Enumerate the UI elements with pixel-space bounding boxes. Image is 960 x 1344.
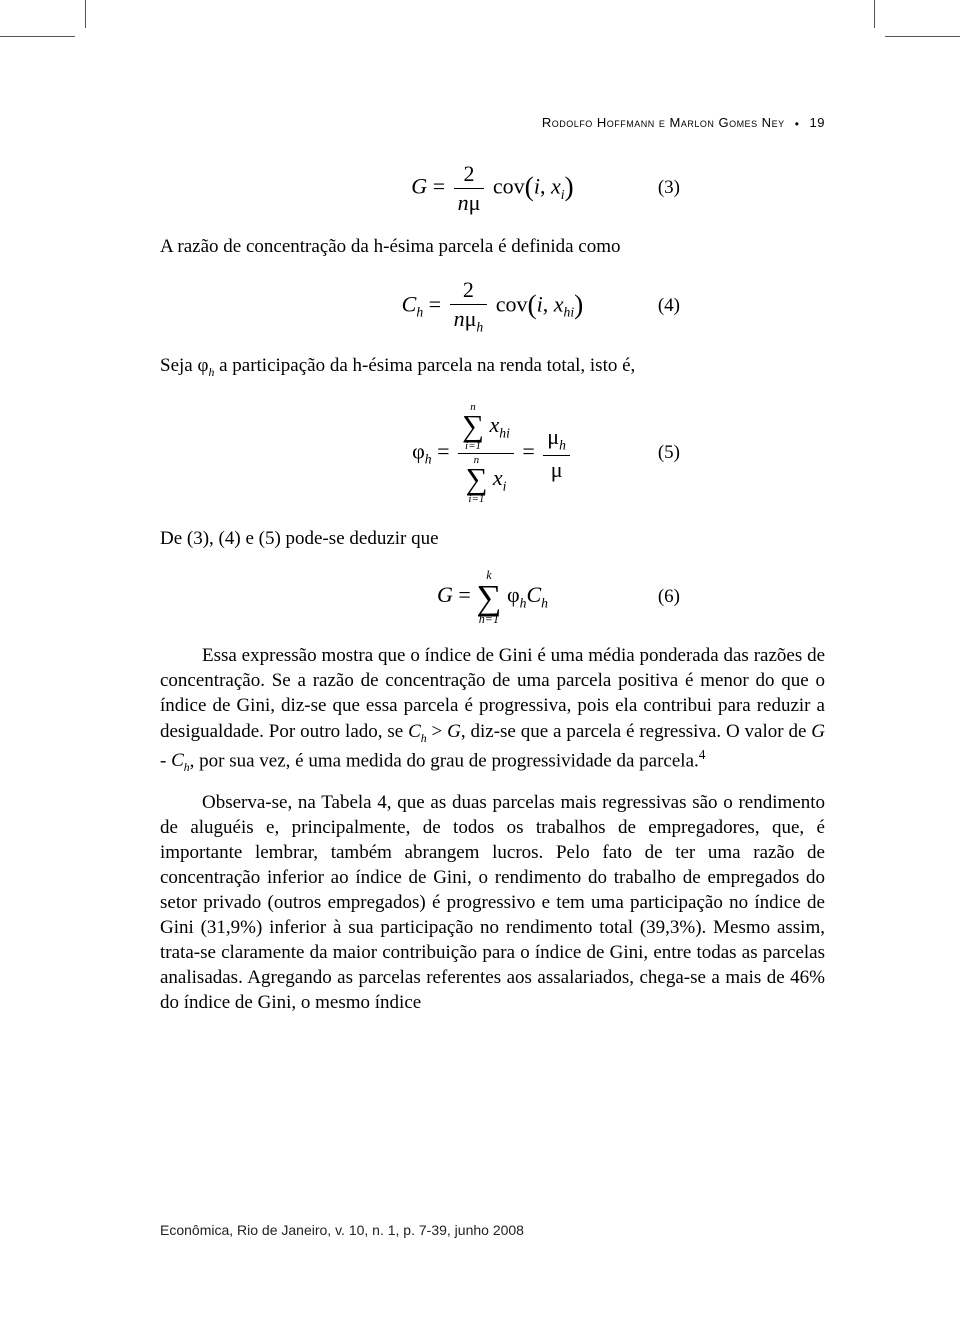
text-span: Seja	[160, 355, 197, 376]
paragraph: Essa expressão mostra que o índice de Gi…	[160, 643, 825, 775]
paragraph: De (3), (4) e (5) pode-se deduzir que	[160, 526, 825, 551]
equation-number: (4)	[658, 295, 680, 317]
text-span: a participação da h-ésima parcela na ren…	[214, 355, 635, 376]
crop-mark	[85, 0, 86, 28]
header-separator: •	[795, 117, 800, 131]
equation-number: (6)	[658, 586, 680, 608]
running-header: Rodolfo Hoffmann e Marlon Gomes Ney • 19	[160, 115, 825, 131]
page-footer: Econômica, Rio de Janeiro, v. 10, n. 1, …	[160, 1222, 524, 1238]
equation-4: Ch = 2nμh cov(i, xhi) (4)	[160, 277, 825, 335]
crop-mark	[874, 0, 875, 28]
equation-5: φh = n∑i=1 xhi n∑i=1 xi = μhμ (5)	[160, 398, 825, 508]
equation-number: (5)	[658, 442, 680, 464]
page-content: Rodolfo Hoffmann e Marlon Gomes Ney • 19…	[160, 115, 825, 1029]
text-span: , diz-se que a parcela é regressiva. O v…	[461, 721, 811, 742]
text-span: , por sua vez, é uma medida do grau de p…	[190, 750, 699, 771]
paragraph: Observa-se, na Tabela 4, que as duas par…	[160, 790, 825, 1016]
equation-number: (3)	[658, 177, 680, 199]
text-span: Observa-se, na Tabela 4, que as duas par…	[160, 792, 825, 1014]
header-authors: Rodolfo Hoffmann e Marlon Gomes Ney	[542, 115, 785, 130]
paragraph: Seja φh a participação da h-ésima parcel…	[160, 353, 825, 380]
paragraph: A razão de concentração da h-ésima parce…	[160, 234, 825, 259]
header-page-number: 19	[810, 115, 825, 130]
footnote-marker: 4	[699, 747, 706, 762]
equation-3: G = 2nμ cov(i, xi) (3)	[160, 161, 825, 216]
crop-mark	[0, 36, 75, 37]
equation-6: G = k∑h=1 φhCh (6)	[160, 569, 825, 625]
crop-mark	[885, 36, 960, 37]
